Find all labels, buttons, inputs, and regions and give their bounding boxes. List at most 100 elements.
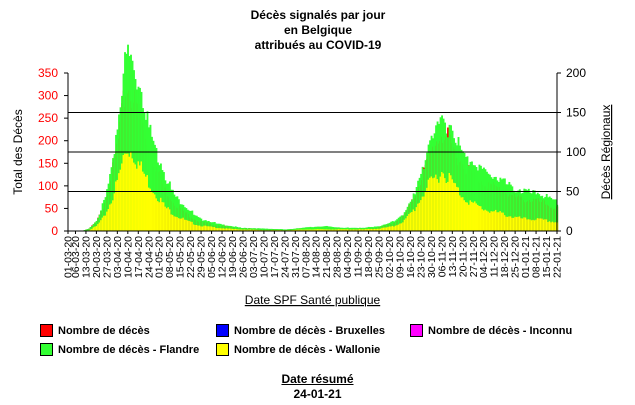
x-tick-label: 08-01-21 xyxy=(531,236,543,278)
bar-flandre xyxy=(113,154,116,231)
bar-flandre xyxy=(228,225,231,231)
bar-flandre xyxy=(251,228,254,231)
bar-flandre xyxy=(125,53,128,231)
x-tick-label: 29-05-20 xyxy=(196,236,208,278)
bar-wallonie xyxy=(343,229,346,231)
bar-flandre xyxy=(281,229,283,231)
bar-flandre xyxy=(201,220,204,231)
x-tick-label: 03-04-20 xyxy=(112,236,124,278)
x-tick-label: 27-11-20 xyxy=(468,236,480,277)
bar-flandre xyxy=(145,119,147,231)
bar-flandre xyxy=(491,178,494,231)
bar-wallonie xyxy=(200,226,203,231)
bar-wallonie xyxy=(421,196,424,231)
bar-flandre xyxy=(493,176,496,231)
bar-flandre xyxy=(183,207,186,231)
bar-flandre xyxy=(518,189,521,231)
x-tick-label: 15-01-21 xyxy=(541,236,553,278)
bar-wallonie xyxy=(101,217,104,231)
bar-wallonie xyxy=(375,229,378,231)
bar-flandre xyxy=(278,229,280,231)
bar-wallonie xyxy=(152,193,155,231)
bar-wallonie xyxy=(257,229,260,231)
bar-flandre xyxy=(124,52,126,231)
x-axis-label: Date SPF Santé publique xyxy=(245,293,381,307)
bar-flandre xyxy=(91,225,94,231)
bar-wallonie xyxy=(155,198,158,231)
bar-wallonie xyxy=(321,229,324,231)
bar-wallonie xyxy=(520,218,523,231)
bar-flandre xyxy=(530,193,533,231)
bar-flandre xyxy=(215,223,218,231)
bar-wallonie xyxy=(420,200,423,231)
bar-wallonie xyxy=(354,229,357,231)
bars-layer xyxy=(82,44,559,232)
bar-flandre xyxy=(130,54,132,232)
bar-flandre xyxy=(479,165,482,231)
bar-wallonie xyxy=(134,164,137,231)
bar-wallonie xyxy=(357,229,360,231)
bar-flandre xyxy=(482,167,485,231)
bar-wallonie xyxy=(494,209,497,231)
bar-flandre xyxy=(514,192,517,231)
bar-flandre xyxy=(478,164,481,231)
x-tick-label: 11-09-20 xyxy=(353,236,365,277)
x-tick-label: 26-06-20 xyxy=(237,236,249,278)
bar-wallonie xyxy=(212,227,215,231)
bar-wallonie xyxy=(400,223,403,231)
bar-wallonie xyxy=(185,219,188,231)
bar-flandre xyxy=(299,228,301,231)
bar-flandre xyxy=(379,226,382,231)
bar-wallonie xyxy=(475,203,478,231)
bar-flandre xyxy=(544,196,547,231)
bar-wallonie xyxy=(382,227,385,231)
bar-wallonie xyxy=(463,200,466,231)
bar-wallonie xyxy=(487,211,490,231)
bar-wallonie xyxy=(176,217,179,231)
bar-wallonie xyxy=(182,217,185,231)
bar-flandre xyxy=(496,180,499,231)
bar-wallonie xyxy=(336,229,339,231)
bar-wallonie xyxy=(490,211,493,231)
bar-wallonie xyxy=(469,200,472,231)
bar-wallonie xyxy=(206,226,209,231)
bar-flandre xyxy=(155,147,158,231)
bar-wallonie xyxy=(394,225,397,231)
legend-label-inconnu: Nombre de décès - Inconnu xyxy=(428,324,573,337)
legend: Nombre de décès Nombre de décès - Bruxel… xyxy=(40,320,600,360)
x-tick-label: 25-12-20 xyxy=(510,236,522,278)
bar-flandre xyxy=(270,228,273,231)
bar-wallonie xyxy=(333,229,336,231)
bar-flandre xyxy=(218,223,221,231)
bar-flandre xyxy=(529,192,532,231)
bar-flandre xyxy=(325,225,328,231)
bar-flandre xyxy=(207,221,210,231)
bar-flandre xyxy=(284,229,286,231)
bar-wallonie xyxy=(388,226,391,231)
x-tick-label: 04-12-20 xyxy=(478,236,490,278)
bar-wallonie xyxy=(514,216,517,231)
bar-wallonie xyxy=(302,229,304,231)
bar-wallonie xyxy=(349,229,352,231)
bar-wallonie xyxy=(497,212,500,231)
bar-flandre xyxy=(231,226,234,231)
bar-wallonie xyxy=(189,221,192,231)
bar-flandre xyxy=(367,226,370,231)
bar-wallonie xyxy=(438,182,441,231)
bar-flandre xyxy=(168,181,171,231)
bar-wallonie xyxy=(405,218,408,231)
bar-flandre xyxy=(287,229,289,231)
bar-wallonie xyxy=(493,211,496,231)
bar-wallonie xyxy=(424,192,427,231)
bar-wallonie xyxy=(121,163,123,231)
bar-wallonie xyxy=(351,229,354,231)
bar-flandre xyxy=(121,95,123,231)
bar-flandre xyxy=(248,228,251,231)
bar-wallonie xyxy=(197,225,200,231)
bar-wallonie xyxy=(376,228,379,231)
bar-flandre xyxy=(471,161,473,231)
bar-wallonie xyxy=(465,202,467,231)
bar-flandre xyxy=(230,226,233,231)
bar-wallonie xyxy=(348,229,351,231)
bar-wallonie xyxy=(174,216,177,231)
